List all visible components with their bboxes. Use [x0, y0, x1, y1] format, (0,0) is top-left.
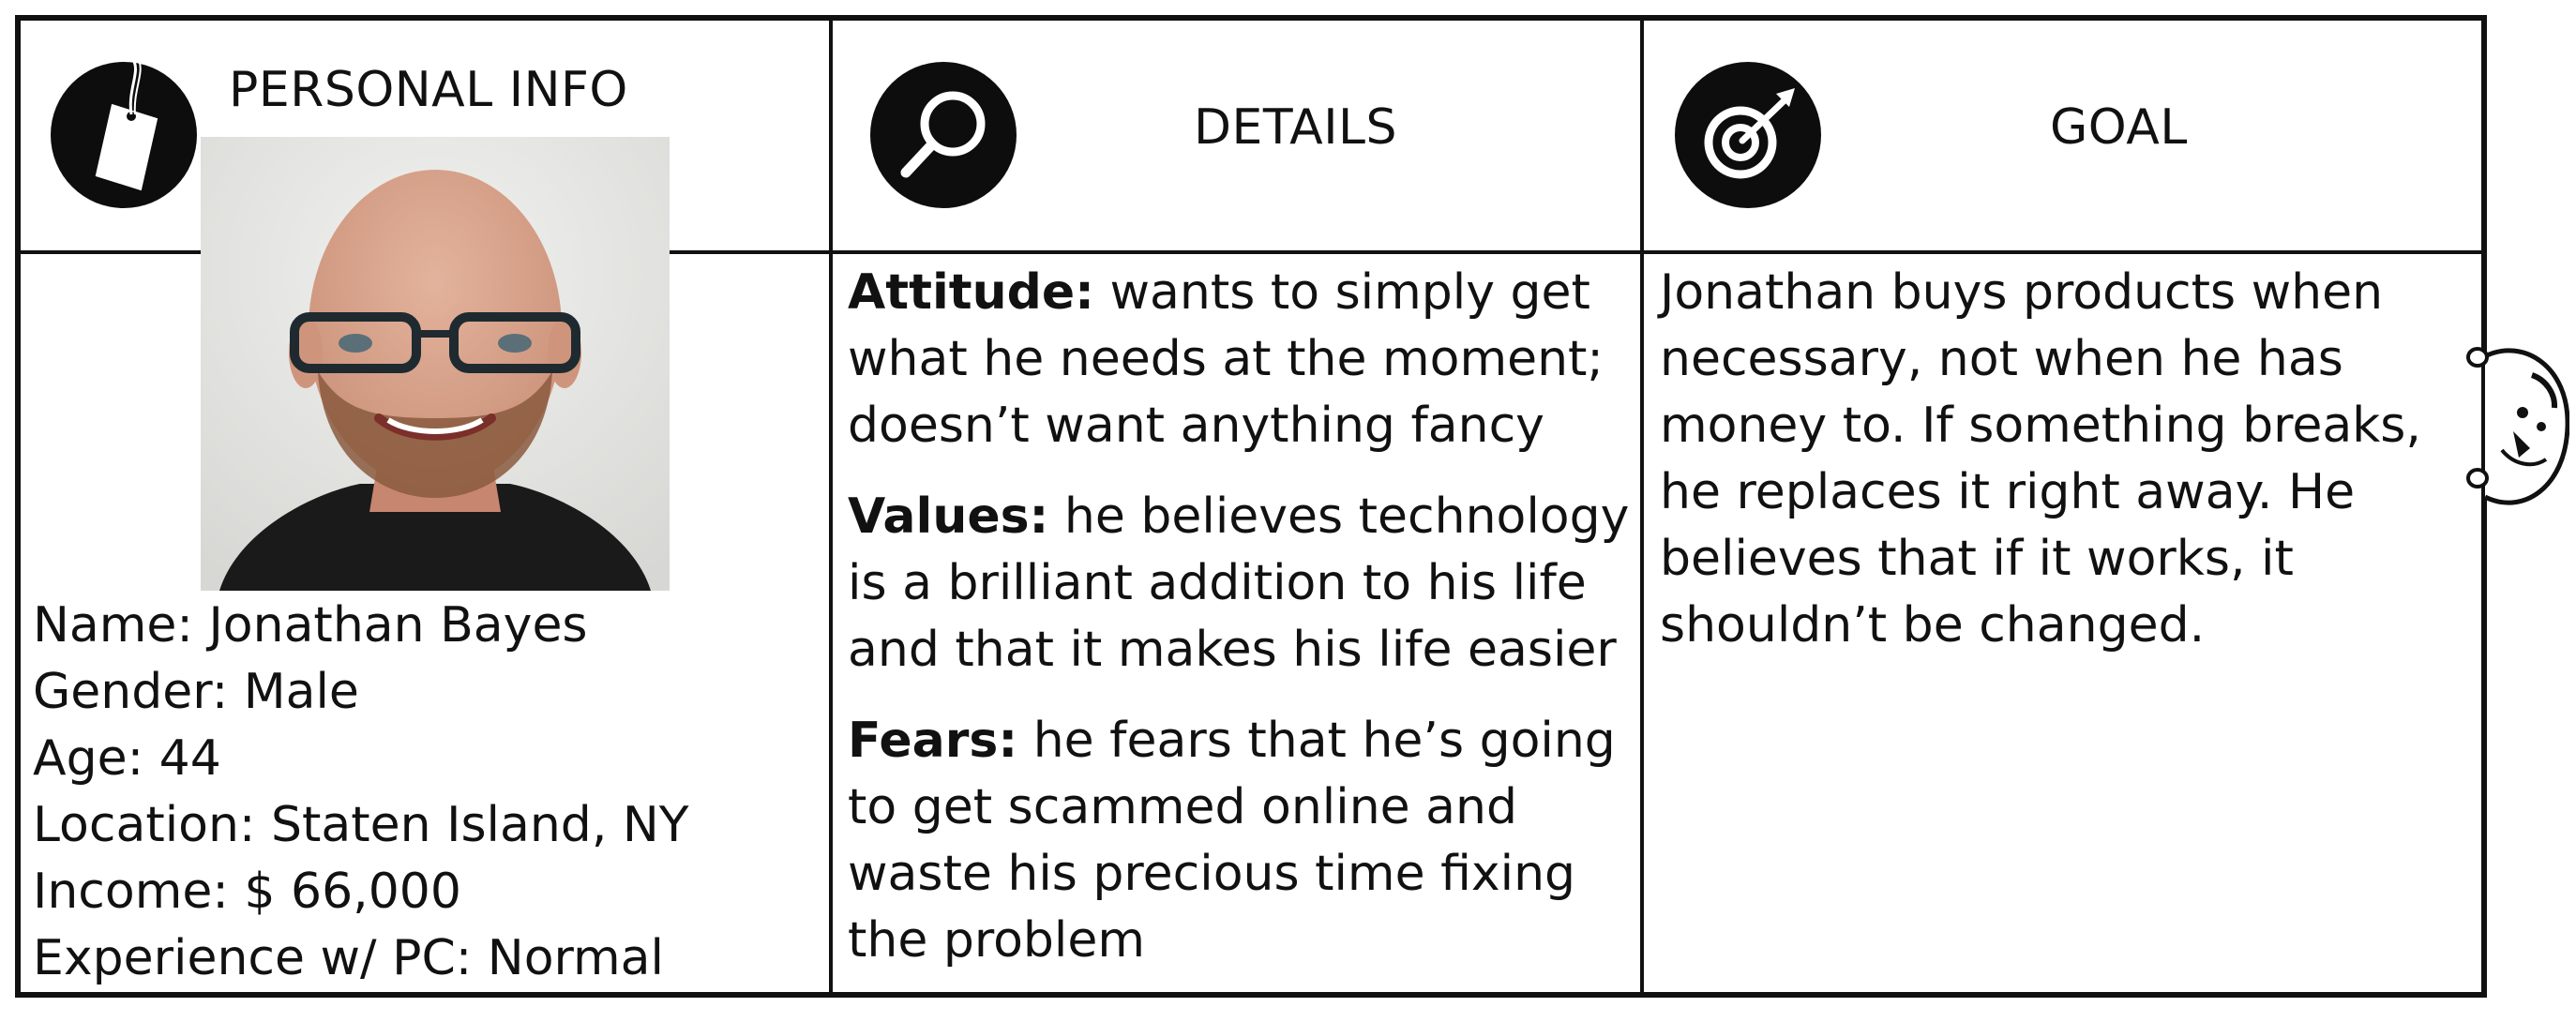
- values-text: he believes technology is a brilliant ad…: [848, 488, 1630, 678]
- person-photo: [201, 137, 670, 591]
- tag-icon: [51, 62, 197, 208]
- goal-heading: GOAL: [2050, 99, 2188, 156]
- personal-info-list: Name: Jonathan Bayes Gender: Male Age: 4…: [33, 593, 825, 992]
- attitude-label: Attitude:: [848, 264, 1094, 321]
- persona-table: [15, 15, 2487, 998]
- info-name: Name: Jonathan Bayes: [33, 597, 588, 654]
- fears-text: he fears that he’s going to get scammed …: [848, 713, 1616, 969]
- column-divider-2: [1640, 15, 1644, 998]
- fears-label: Fears:: [848, 713, 1018, 769]
- info-location: Location: Staten Island, NY: [33, 797, 689, 853]
- peeking-figure-icon: [2466, 347, 2569, 505]
- info-income: Income: $ 66,000: [33, 864, 461, 920]
- target-icon: [1675, 62, 1821, 208]
- details-values: Values: he believes technology is a bril…: [848, 484, 1635, 684]
- details-heading: DETAILS: [1194, 99, 1398, 156]
- details-attitude: Attitude: wants to simply get what he ne…: [848, 260, 1635, 459]
- details-fears: Fears: he fears that he’s going to get s…: [848, 708, 1635, 974]
- header-divider: [15, 250, 2487, 254]
- values-label: Values:: [848, 488, 1049, 545]
- attitude-text: wants to simply get what he needs at the…: [848, 264, 1604, 454]
- info-age: Age: 44: [33, 730, 221, 787]
- details-body: Attitude: wants to simply get what he ne…: [848, 260, 1635, 999]
- info-gender: Gender: Male: [33, 664, 359, 720]
- goal-text: Jonathan buys products when necessary, n…: [1660, 264, 2421, 654]
- info-experience: Experience w/ PC: Normal: [33, 930, 664, 986]
- column-divider-1: [829, 15, 833, 998]
- magnifier-icon: [870, 62, 1017, 208]
- personal-info-heading: PERSONAL INFO: [229, 62, 628, 118]
